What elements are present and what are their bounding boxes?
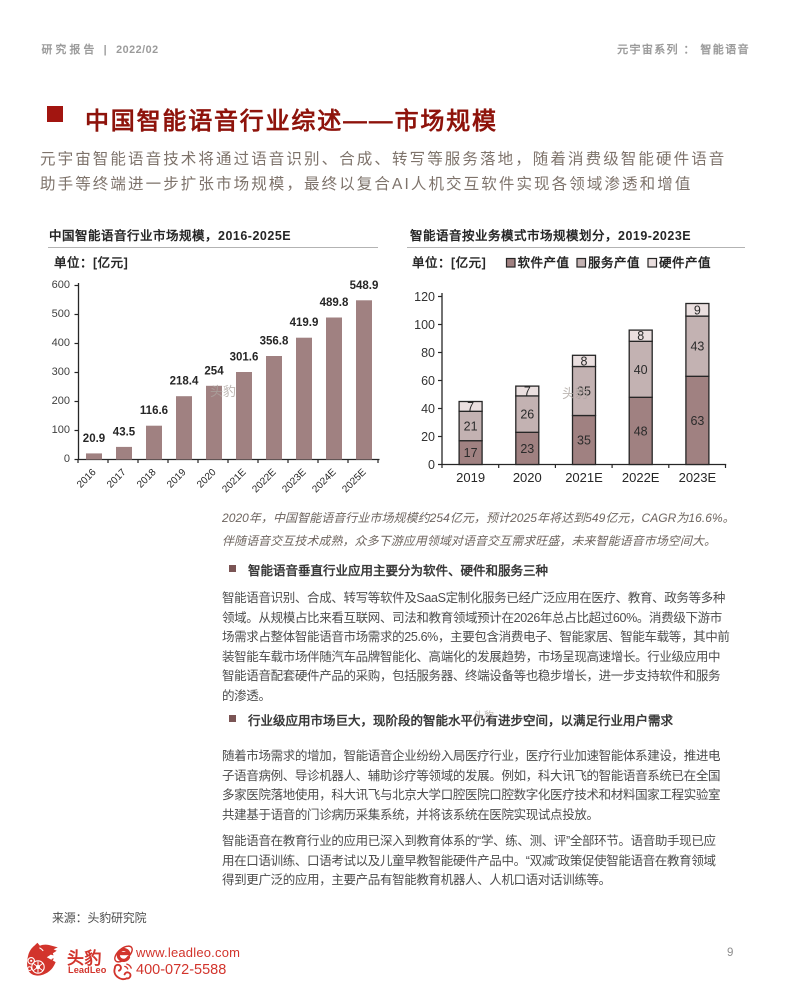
svg-text:600: 600 [52,279,70,291]
svg-text:100: 100 [414,318,435,332]
svg-text:300: 300 [52,366,70,378]
svg-text:48: 48 [634,424,648,438]
svg-text:500: 500 [52,308,70,320]
svg-text:116.6: 116.6 [140,405,168,417]
svg-text:419.9: 419.9 [290,317,319,329]
svg-text:2019: 2019 [165,467,189,491]
svg-text:20: 20 [421,430,435,444]
svg-text:7: 7 [524,385,531,399]
svg-text:21: 21 [464,420,478,434]
svg-text:548.9: 548.9 [350,280,379,292]
svg-text:23: 23 [520,442,534,456]
svg-text:单位：[亿元]: 单位：[亿元] [412,255,486,270]
svg-text:2021E: 2021E [220,467,248,495]
svg-text:硬件产值: 硬件产值 [659,255,711,270]
svg-text:2018: 2018 [135,467,159,491]
svg-text:中国智能语音行业市场规模，2016-2025E: 中国智能语音行业市场规模，2016-2025E [49,228,291,243]
svg-text:63: 63 [690,414,704,428]
svg-text:100: 100 [52,424,70,436]
svg-text:2022E: 2022E [250,467,278,495]
svg-text:7: 7 [467,400,474,414]
svg-text:0: 0 [428,458,435,472]
svg-text:2023E: 2023E [280,467,308,495]
svg-text:2020: 2020 [195,467,219,491]
svg-text:40: 40 [421,402,435,416]
svg-text:489.8: 489.8 [320,297,349,309]
svg-text:2021E: 2021E [565,470,603,485]
svg-text:2019: 2019 [456,470,485,485]
svg-text:2025E: 2025E [340,467,368,495]
svg-text:2016: 2016 [75,467,99,491]
svg-text:301.6: 301.6 [230,352,259,364]
svg-text:9: 9 [694,303,701,317]
svg-text:60: 60 [421,374,435,388]
svg-text:120: 120 [414,290,435,304]
svg-text:26: 26 [520,408,534,422]
svg-text:43.5: 43.5 [113,426,136,438]
svg-text:2024E: 2024E [310,467,338,495]
svg-text:0: 0 [64,453,70,465]
svg-text:2022E: 2022E [622,470,660,485]
svg-text:254: 254 [204,365,224,377]
svg-text:35: 35 [577,434,591,448]
svg-text:2020: 2020 [513,470,542,485]
svg-text:400: 400 [52,337,70,349]
svg-text:2017: 2017 [105,467,129,491]
svg-text:8: 8 [637,329,644,343]
svg-text:20.9: 20.9 [83,433,105,445]
svg-text:17: 17 [464,446,478,460]
svg-text:35: 35 [577,385,591,399]
svg-text:单位：[亿元]: 单位：[亿元] [54,255,128,270]
svg-text:40: 40 [634,363,648,377]
svg-text:2023E: 2023E [679,470,717,485]
svg-text:智能语音按业务模式市场规模划分，2019-2023E: 智能语音按业务模式市场规模划分，2019-2023E [409,228,691,243]
svg-text:头豹: 头豹 [210,384,236,399]
svg-text:软件产值: 软件产值 [518,255,570,270]
svg-text:356.8: 356.8 [260,336,289,348]
svg-text:8: 8 [581,354,588,368]
svg-text:218.4: 218.4 [170,376,199,388]
svg-text:43: 43 [690,340,704,354]
svg-text:服务产值: 服务产值 [588,255,640,270]
svg-text:200: 200 [52,395,70,407]
svg-text:80: 80 [421,346,435,360]
svg-text:头豹: 头豹 [562,386,588,401]
